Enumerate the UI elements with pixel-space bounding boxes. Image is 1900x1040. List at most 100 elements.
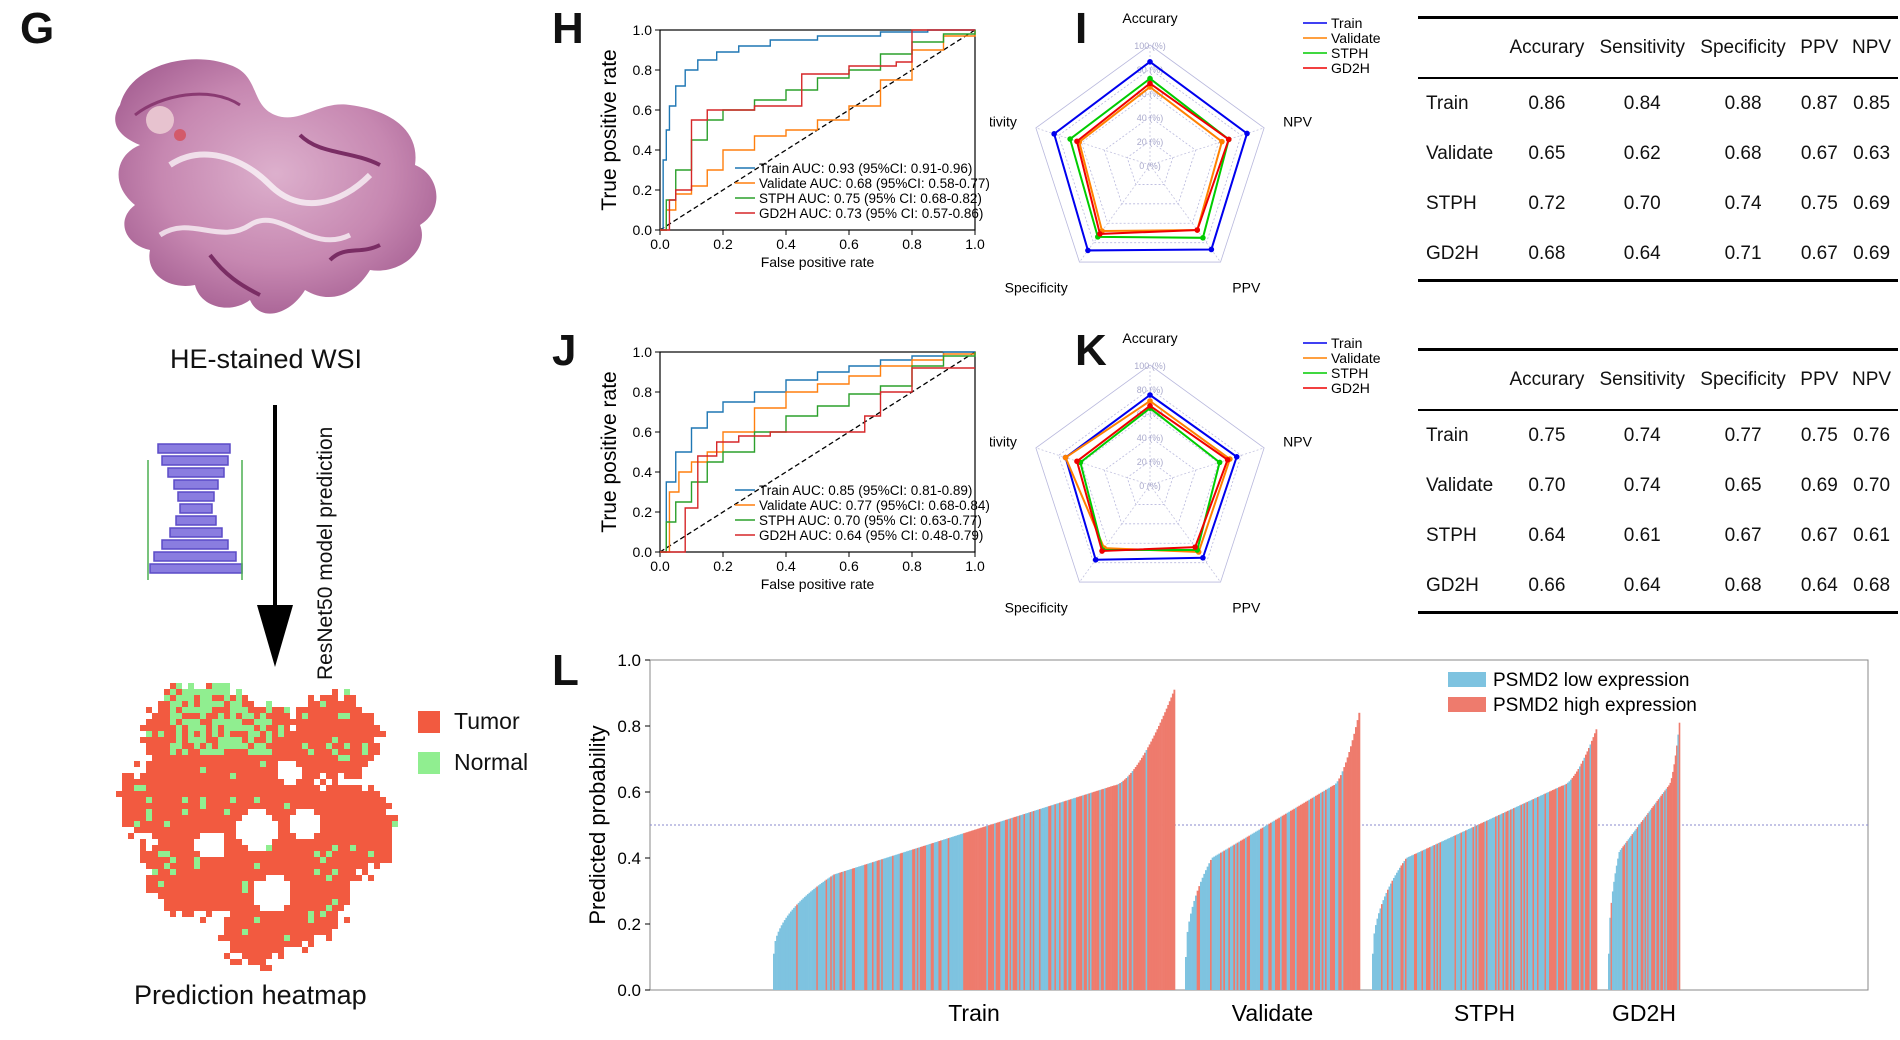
x-tick-label: 0.6 <box>839 236 859 252</box>
bar <box>1397 870 1400 990</box>
table-cell: 0.63 <box>1853 143 1891 164</box>
bar <box>1251 833 1254 990</box>
bar <box>1510 809 1512 990</box>
bar <box>1318 793 1321 990</box>
radar-point <box>1192 544 1198 550</box>
bar <box>790 911 792 990</box>
bar <box>1496 815 1499 990</box>
bar <box>1414 854 1416 990</box>
bar <box>1325 789 1327 990</box>
bar <box>1218 853 1221 990</box>
y-axis-label: Predicted probability <box>585 725 610 924</box>
bar <box>939 840 942 990</box>
bar <box>1117 783 1120 990</box>
bar <box>1608 953 1610 990</box>
bar <box>1040 808 1043 990</box>
table-cell: 0.68 <box>1724 575 1762 596</box>
bar <box>1541 794 1544 990</box>
y-tick-label: 0.8 <box>633 384 653 400</box>
y-tick-label: 1.0 <box>633 22 653 38</box>
bar <box>1588 747 1590 990</box>
bar <box>1278 817 1281 990</box>
radar-point <box>1208 246 1215 253</box>
normal-label: Normal <box>454 749 529 775</box>
bar <box>918 847 921 990</box>
bar <box>847 870 850 990</box>
legend-label: GD2H <box>1331 380 1370 396</box>
bar <box>1644 816 1647 990</box>
plot-frame <box>659 29 976 231</box>
panel-letter-g: G <box>20 4 55 53</box>
radar-series-1 <box>1064 399 1232 554</box>
bar <box>904 851 907 990</box>
bar <box>997 822 1000 990</box>
table-cell: 0.84 <box>1623 93 1661 114</box>
heatmap-caption: Prediction heatmap <box>134 980 367 1010</box>
bar <box>1038 809 1041 990</box>
y-tick-label: 0.0 <box>633 222 653 238</box>
bar <box>966 832 969 990</box>
radar-grid-ring <box>1103 116 1197 205</box>
table-cell: 0.74 <box>1623 475 1661 496</box>
bar <box>799 901 802 990</box>
bar <box>1273 820 1276 990</box>
bar <box>956 835 959 990</box>
x-tick-label: 0.2 <box>713 558 733 574</box>
bar <box>1042 808 1044 990</box>
y-tick-label: 0.4 <box>633 142 653 158</box>
bar <box>1468 829 1470 990</box>
bar <box>1610 902 1613 990</box>
bar <box>834 873 837 990</box>
bar <box>1495 816 1497 990</box>
bar <box>1091 792 1094 990</box>
bar <box>841 871 843 990</box>
bar <box>1246 836 1249 990</box>
bar <box>1423 849 1425 990</box>
bar <box>1376 918 1379 990</box>
bar <box>1454 835 1457 990</box>
bar <box>811 890 814 990</box>
bar <box>981 827 984 990</box>
bar <box>1653 804 1656 990</box>
group-label: Validate <box>1232 1000 1313 1026</box>
column-header: Specificity <box>1692 19 1794 79</box>
bar <box>1148 744 1151 990</box>
bar <box>1037 809 1040 990</box>
bar <box>1270 822 1272 990</box>
bar <box>1205 870 1207 990</box>
bar <box>963 833 966 990</box>
radar-grid-ring <box>1103 436 1197 525</box>
bar <box>892 855 894 990</box>
bar <box>1625 842 1627 990</box>
bar <box>817 885 820 990</box>
radar-point <box>1244 130 1250 137</box>
bar <box>941 840 944 990</box>
bar <box>785 917 788 990</box>
bar <box>1429 847 1431 990</box>
table-cell: 0.71 <box>1724 243 1762 264</box>
bar <box>1444 840 1446 990</box>
y-tick-label: 0.0 <box>633 544 653 560</box>
radar-axis-label: Accurary <box>1122 330 1177 346</box>
table-cell: 0.77 <box>1724 425 1762 446</box>
radar-point <box>1062 454 1069 461</box>
radar-grid-ring <box>1081 412 1219 544</box>
bar <box>1375 925 1377 990</box>
bar <box>1462 831 1464 990</box>
bar <box>1043 807 1046 990</box>
bar <box>991 824 993 990</box>
bar <box>1426 848 1428 990</box>
bar <box>984 826 987 990</box>
bar <box>1281 815 1284 990</box>
bar <box>1525 802 1527 990</box>
bar <box>1483 822 1485 990</box>
bar <box>782 922 785 990</box>
radar-grid-ring <box>1035 44 1265 263</box>
bar <box>950 837 953 990</box>
bar <box>1519 805 1521 990</box>
bar <box>1613 881 1615 990</box>
bar <box>1379 908 1382 990</box>
bar <box>1523 803 1526 990</box>
bar <box>977 828 979 990</box>
radar-point <box>1147 59 1153 65</box>
